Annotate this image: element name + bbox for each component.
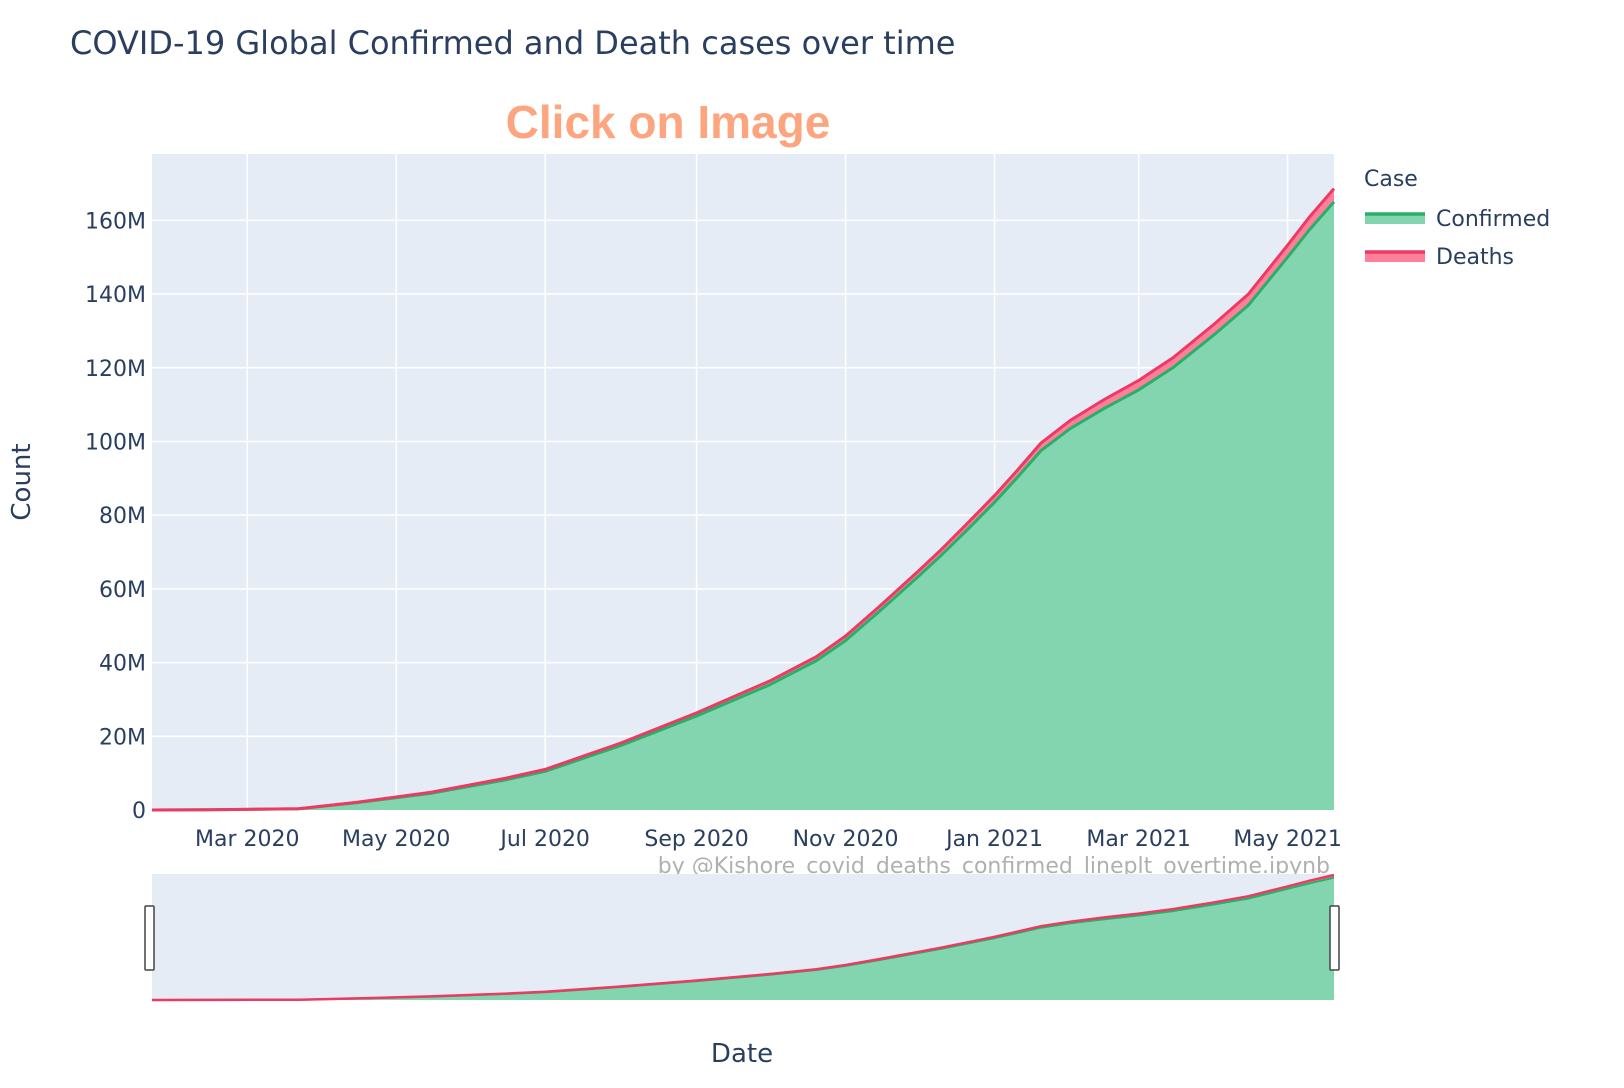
y-tick-label: 60M xyxy=(99,578,146,603)
x-tick-label: Nov 2020 xyxy=(793,827,899,852)
x-tick-label: Mar 2021 xyxy=(1086,827,1191,852)
range-slider-left-handle[interactable] xyxy=(144,905,155,971)
x-tick-label: Jul 2020 xyxy=(498,827,590,852)
x-tick-label: Mar 2020 xyxy=(195,827,300,852)
y-tick-label: 140M xyxy=(85,283,146,308)
y-tick-label: 160M xyxy=(85,209,146,234)
y-tick-label: 100M xyxy=(85,430,146,455)
y-tick-label: 120M xyxy=(85,357,146,382)
x-tick-labels: Mar 2020 May 2020 Jul 2020 Sep 2020 Nov 2020… xyxy=(195,827,1342,852)
x-tick-label: May 2020 xyxy=(342,827,450,852)
y-tick-labels: 0 20M 40M 60M 80M 100M 120M 140M 160M xyxy=(85,209,146,824)
slider-confirmed-area xyxy=(152,877,1334,1000)
y-tick-label: 80M xyxy=(99,504,146,529)
legend-label: Confirmed xyxy=(1436,207,1550,232)
slider-deaths-line xyxy=(151,873,1335,1002)
deaths-line xyxy=(151,187,1336,812)
range-slider-right-handle[interactable] xyxy=(1329,905,1340,971)
y-tick-label: 40M xyxy=(99,652,146,677)
range-slider-preview xyxy=(151,873,1335,1002)
chart-title: COVID-19 Global Confirmed and Death case… xyxy=(70,24,955,62)
x-tick-label: Jan 2021 xyxy=(944,827,1043,852)
legend-label: Deaths xyxy=(1436,245,1514,270)
y-tick-label: 0 xyxy=(132,799,146,824)
legend-swatch xyxy=(1365,252,1425,262)
click-on-image-annotation[interactable]: Click on Image xyxy=(506,96,831,148)
legend-title: Case xyxy=(1364,167,1418,192)
x-axis-title: Date xyxy=(711,1039,773,1069)
series-areas xyxy=(151,187,1336,812)
legend: Case Confirmed Deaths xyxy=(1364,167,1550,270)
x-tick-label: Sep 2020 xyxy=(644,827,748,852)
legend-item-confirmed[interactable]: Confirmed xyxy=(1365,207,1550,232)
legend-swatch xyxy=(1365,214,1425,224)
legend-item-deaths[interactable]: Deaths xyxy=(1365,245,1514,270)
y-tick-label: 20M xyxy=(99,725,146,750)
confirmed-area xyxy=(152,201,1334,810)
y-axis-title: Count xyxy=(7,443,37,520)
x-tick-label: May 2021 xyxy=(1233,827,1341,852)
